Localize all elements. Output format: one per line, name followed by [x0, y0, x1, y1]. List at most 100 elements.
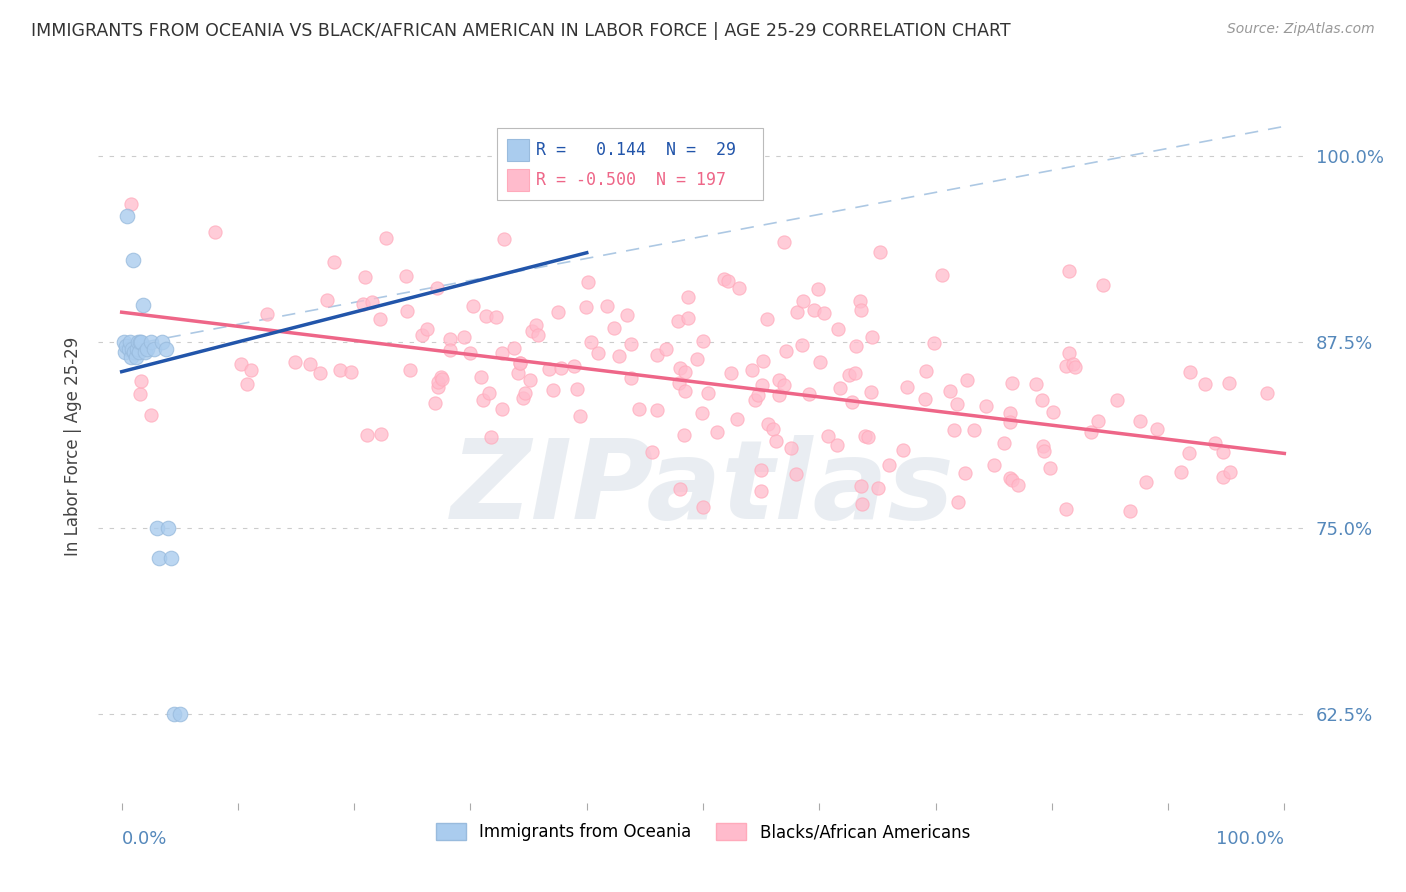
- Blacks/African Americans: [640, 445, 662, 459]
- Blacks/African Americans: [562, 359, 585, 373]
- Immigrants from Oceania: [131, 298, 153, 312]
- Immigrants from Oceania: [124, 345, 146, 359]
- Blacks/African Americans: [697, 386, 720, 401]
- Blacks/African Americans: [322, 255, 344, 269]
- Blacks/African Americans: [360, 295, 382, 310]
- Blacks/African Americans: [803, 303, 825, 318]
- Blacks/African Americans: [370, 426, 392, 441]
- Blacks/African Americans: [547, 305, 569, 319]
- Blacks/African Americans: [678, 290, 700, 304]
- Blacks/African Americans: [470, 370, 492, 384]
- Blacks/African Americans: [426, 380, 449, 394]
- Immigrants from Oceania: [125, 343, 148, 357]
- Blacks/African Americans: [817, 429, 839, 443]
- Blacks/African Americans: [1087, 414, 1109, 428]
- Immigrants from Oceania: [134, 345, 156, 359]
- Blacks/African Americans: [983, 458, 1005, 472]
- Blacks/African Americans: [1105, 392, 1128, 407]
- Immigrants from Oceania: [128, 345, 150, 359]
- Blacks/African Americans: [654, 342, 676, 356]
- Blacks/African Americans: [752, 354, 775, 368]
- Text: IMMIGRANTS FROM OCEANIA VS BLACK/AFRICAN AMERICAN IN LABOR FORCE | AGE 25-29 COR: IMMIGRANTS FROM OCEANIA VS BLACK/AFRICAN…: [31, 22, 1011, 40]
- Blacks/African Americans: [395, 303, 418, 318]
- Blacks/African Americans: [239, 362, 262, 376]
- Blacks/African Americans: [453, 329, 475, 343]
- Text: R =   0.144  N =  29: R = 0.144 N = 29: [536, 141, 737, 159]
- Blacks/African Americans: [807, 282, 830, 296]
- Blacks/African Americans: [204, 225, 226, 239]
- Immigrants from Oceania: [115, 339, 138, 353]
- Blacks/African Americans: [827, 321, 849, 335]
- Blacks/African Americans: [229, 357, 252, 371]
- Immigrants from Oceania: [114, 345, 136, 359]
- Blacks/African Americans: [352, 297, 374, 311]
- Blacks/African Americans: [423, 396, 446, 410]
- Immigrants from Oceania: [117, 209, 139, 223]
- Blacks/African Americans: [284, 355, 307, 369]
- Blacks/African Americans: [492, 232, 515, 246]
- Blacks/African Americans: [755, 311, 778, 326]
- Immigrants from Oceania: [139, 334, 162, 349]
- Blacks/African Americans: [645, 347, 668, 361]
- Blacks/African Americans: [541, 384, 564, 398]
- Blacks/African Americans: [668, 376, 690, 390]
- Blacks/African Americans: [998, 415, 1021, 429]
- Blacks/African Americans: [922, 335, 945, 350]
- Blacks/African Americans: [668, 483, 690, 497]
- Blacks/African Americans: [1218, 376, 1240, 391]
- Blacks/African Americans: [768, 388, 790, 402]
- Blacks/African Americans: [645, 403, 668, 417]
- Blacks/African Americans: [512, 391, 534, 405]
- Blacks/African Americans: [550, 360, 572, 375]
- Blacks/African Americans: [1135, 475, 1157, 489]
- Blacks/African Americans: [1032, 439, 1054, 453]
- Blacks/African Americans: [309, 367, 332, 381]
- Blacks/African Americans: [844, 366, 866, 380]
- Text: 0.0%: 0.0%: [122, 830, 167, 847]
- Blacks/African Americans: [953, 466, 976, 480]
- Blacks/African Americans: [914, 392, 936, 407]
- Blacks/African Americans: [938, 384, 960, 398]
- Blacks/African Americans: [813, 306, 835, 320]
- Immigrants from Oceania: [127, 334, 149, 349]
- Blacks/African Americans: [946, 397, 969, 411]
- Blacks/African Americans: [520, 324, 543, 338]
- Blacks/African Americans: [416, 322, 439, 336]
- Immigrants from Oceania: [155, 343, 177, 357]
- Immigrants from Oceania: [112, 334, 135, 349]
- Blacks/African Americans: [956, 373, 979, 387]
- Blacks/African Americans: [673, 384, 696, 399]
- Blacks/African Americans: [491, 402, 513, 417]
- Immigrants from Oceania: [121, 343, 143, 357]
- Blacks/African Americans: [727, 281, 749, 295]
- Blacks/African Americans: [838, 368, 860, 382]
- Blacks/African Americans: [673, 365, 696, 379]
- Blacks/African Americans: [998, 406, 1021, 420]
- Immigrants from Oceania: [157, 521, 180, 535]
- Immigrants from Oceania: [118, 343, 141, 357]
- FancyBboxPatch shape: [498, 128, 763, 200]
- Blacks/African Americans: [430, 370, 453, 384]
- Blacks/African Americans: [993, 435, 1015, 450]
- Blacks/African Americans: [1219, 465, 1241, 479]
- Blacks/African Americans: [1177, 446, 1199, 460]
- Immigrants from Oceania: [148, 550, 170, 565]
- Blacks/African Americans: [768, 373, 790, 387]
- Immigrants from Oceania: [131, 334, 153, 349]
- Blacks/African Americans: [395, 268, 418, 283]
- Blacks/African Americans: [756, 417, 779, 432]
- Blacks/African Americans: [141, 408, 163, 422]
- Blacks/African Americans: [669, 361, 692, 376]
- Bar: [508, 139, 529, 161]
- Blacks/African Americans: [1146, 422, 1168, 436]
- Blacks/African Americans: [479, 429, 502, 443]
- Blacks/African Americans: [773, 378, 796, 392]
- Blacks/African Americans: [1001, 376, 1024, 391]
- Blacks/African Americans: [439, 333, 461, 347]
- Blacks/African Americans: [567, 382, 589, 396]
- Blacks/African Americans: [751, 378, 773, 392]
- Blacks/African Americans: [509, 355, 531, 369]
- Blacks/African Americans: [256, 307, 278, 321]
- Immigrants from Oceania: [169, 706, 191, 721]
- Blacks/African Americans: [1129, 414, 1152, 428]
